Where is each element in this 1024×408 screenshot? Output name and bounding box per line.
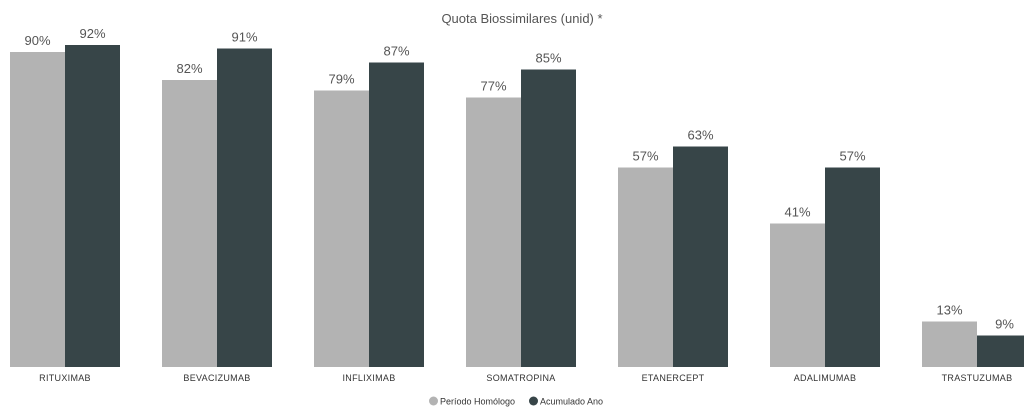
category-label-rituximab: RITUXIMAB	[39, 373, 91, 383]
value-label-trastuzumab-acumulado-ano: 9%	[995, 317, 1014, 332]
bar-trastuzumab-acumulado-ano	[977, 335, 1024, 367]
value-label-trastuzumab-periodo-homologo: 13%	[936, 303, 962, 318]
bar-somatropina-acumulado-ano	[521, 69, 576, 367]
bar-adalimumab-acumulado-ano	[825, 167, 880, 367]
bar-bevacizumab-acumulado-ano	[217, 48, 272, 367]
chart-title: Quota Biossimilares (unid) *	[441, 11, 602, 26]
category-label-infliximab: INFLIXIMAB	[342, 373, 395, 383]
value-label-somatropina-periodo-homologo: 77%	[480, 79, 506, 94]
category-label-adalimumab: ADALIMUMAB	[794, 373, 857, 383]
bars-group: 90% 92% RITUXIMAB 82% 91% BEVACIZUMAB 79% 87% IN…	[10, 26, 1024, 383]
value-label-etanercept-acumulado-ano: 63%	[687, 128, 713, 143]
legend-label-acumulado-ano: Acumulado Ano	[540, 397, 603, 407]
value-label-adalimumab-acumulado-ano: 57%	[839, 149, 865, 164]
bar-infliximab-acumulado-ano	[369, 62, 424, 367]
bar-bevacizumab-periodo-homologo	[162, 80, 217, 367]
bar-rituximab-acumulado-ano	[65, 45, 120, 367]
value-label-infliximab-periodo-homologo: 79%	[328, 72, 354, 87]
legend-marker-acumulado-ano	[529, 396, 538, 406]
legend-marker-periodo-homologo	[429, 396, 438, 406]
bar-etanercept-periodo-homologo	[618, 167, 673, 367]
value-label-rituximab-acumulado-ano: 92%	[79, 26, 105, 41]
value-label-bevacizumab-acumulado-ano: 91%	[231, 30, 257, 45]
category-label-bevacizumab: BEVACIZUMAB	[183, 373, 250, 383]
category-label-somatropina: SOMATROPINA	[486, 373, 555, 383]
bar-somatropina-periodo-homologo	[466, 97, 521, 367]
bar-infliximab-periodo-homologo	[314, 90, 369, 367]
value-label-adalimumab-periodo-homologo: 41%	[784, 205, 810, 220]
legend-label-periodo-homologo: Período Homólogo	[440, 397, 515, 407]
value-label-infliximab-acumulado-ano: 87%	[383, 44, 409, 59]
value-label-bevacizumab-periodo-homologo: 82%	[176, 61, 202, 76]
legend: Período Homólogo Acumulado Ano	[429, 396, 603, 407]
category-label-etanercept: ETANERCEPT	[642, 373, 705, 383]
category-label-trastuzumab: TRASTUZUMAB	[942, 373, 1013, 383]
bar-rituximab-periodo-homologo	[10, 52, 65, 367]
value-label-somatropina-acumulado-ano: 85%	[535, 51, 561, 66]
bar-trastuzumab-periodo-homologo	[922, 321, 977, 367]
bar-etanercept-acumulado-ano	[673, 146, 728, 367]
value-label-etanercept-periodo-homologo: 57%	[632, 149, 658, 164]
bar-adalimumab-periodo-homologo	[770, 223, 825, 367]
value-label-rituximab-periodo-homologo: 90%	[24, 33, 50, 48]
